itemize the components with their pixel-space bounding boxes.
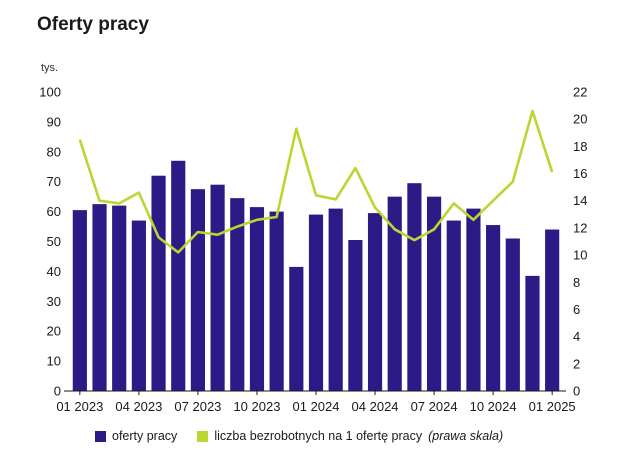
bar-11	[269, 211, 284, 391]
bar-18	[407, 183, 422, 391]
x-tick-label: 10 2024	[470, 399, 517, 414]
bar-19	[426, 196, 442, 391]
x-tick-label: 07 2023	[174, 399, 221, 414]
chart-title: Oferty pracy	[37, 14, 149, 35]
x-tick-label: 01 2023	[56, 399, 103, 414]
left-tick-label: 70	[47, 174, 61, 189]
bar-8	[210, 184, 225, 391]
bar-10	[249, 207, 265, 391]
bar-21	[466, 208, 481, 391]
bar-20	[446, 220, 461, 391]
left-axis-ticks: 0 10 20 30 40 50 60 70 80 90 100	[39, 85, 61, 399]
legend-item-bars: oferty pracy	[95, 429, 177, 443]
legend-label-bars: oferty pracy	[112, 429, 178, 443]
x-tick-label: 10 2023	[233, 399, 280, 414]
bar-24	[525, 275, 540, 391]
line-series	[78, 109, 554, 254]
chart-legend: oferty pracy liczba bezrobotnych na 1 of…	[95, 429, 517, 443]
bar-9	[230, 198, 245, 391]
right-tick-label: 12	[573, 220, 587, 235]
legend-item-line: liczba bezrobotnych na 1 ofertę pracy (p…	[197, 429, 503, 443]
right-tick-label: 16	[573, 166, 587, 181]
bar-13	[308, 214, 324, 391]
bar-12	[289, 266, 304, 391]
bar-15	[348, 240, 363, 391]
left-tick-label: 50	[47, 234, 61, 249]
x-tick-label: 01 2025	[529, 399, 576, 414]
bar-6	[171, 160, 186, 391]
left-tick-label: 30	[47, 294, 61, 309]
bar-7	[190, 189, 206, 391]
right-tick-label: 10	[573, 248, 587, 263]
x-tick-label: 01 2024	[293, 399, 340, 414]
legend-swatch-line	[197, 430, 209, 442]
left-axis-unit-label: tys.	[41, 62, 59, 74]
legend-swatch-bars	[95, 430, 106, 442]
bar-5	[151, 175, 166, 391]
left-tick-label: 100	[39, 85, 61, 100]
right-tick-label: 0	[573, 384, 580, 399]
left-tick-label: 90	[47, 114, 61, 129]
right-tick-label: 8	[573, 275, 580, 290]
bar-14	[328, 208, 343, 391]
legend-label-line: liczba bezrobotnych na 1 ofertę pracy	[214, 429, 423, 443]
right-tick-label: 4	[573, 329, 580, 344]
right-tick-label: 18	[573, 139, 587, 154]
bar-3	[112, 205, 127, 391]
x-axis-ticks: 01 2023 04 2023 07 2023 10 2023 01 2024 04 20…	[56, 391, 576, 414]
right-tick-label: 2	[573, 356, 580, 371]
x-tick-label: 04 2024	[352, 399, 399, 414]
left-tick-label: 20	[47, 324, 61, 339]
right-tick-label: 6	[573, 302, 580, 317]
bar-1	[72, 210, 87, 391]
left-tick-label: 40	[47, 264, 61, 279]
bar-16	[367, 213, 383, 391]
bar-17	[387, 196, 402, 391]
bar-23	[505, 238, 520, 391]
bar-25	[545, 229, 560, 391]
bar-4	[131, 220, 146, 391]
right-tick-label: 20	[573, 112, 587, 127]
bar-2	[92, 204, 107, 391]
left-tick-label: 60	[47, 204, 61, 219]
left-tick-label: 0	[54, 384, 61, 399]
right-tick-label: 14	[573, 193, 587, 208]
legend-note-line: (prawa skala)	[428, 429, 504, 443]
bar-series	[72, 160, 560, 391]
left-tick-label: 10	[47, 354, 61, 369]
left-tick-label: 80	[47, 144, 61, 159]
right-axis-ticks: 0 2 4 6 8 10 12 14 16 18 20 22	[573, 85, 587, 399]
x-tick-label: 04 2023	[115, 399, 162, 414]
bar-22	[486, 225, 501, 391]
x-tick-label: 07 2024	[411, 399, 458, 414]
right-tick-label: 22	[573, 85, 587, 100]
